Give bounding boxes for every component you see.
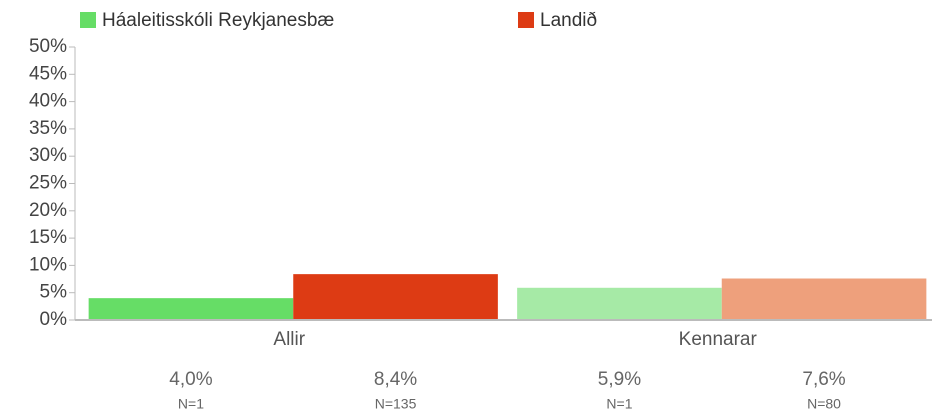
n-label: N=1	[606, 396, 632, 412]
y-tick-label: 0%	[40, 309, 68, 330]
y-tick-label: 10%	[29, 254, 67, 275]
y-tick-label: 50%	[29, 36, 67, 57]
bar	[293, 274, 498, 320]
legend-label: Landið	[540, 10, 597, 31]
bar	[517, 287, 722, 320]
y-tick-label: 40%	[29, 91, 67, 112]
legend-swatch	[518, 12, 534, 28]
value-label: 7,6%	[802, 369, 845, 390]
y-tick-label: 15%	[29, 227, 67, 248]
n-label: N=1	[178, 396, 204, 412]
y-tick-label: 30%	[29, 145, 67, 166]
y-tick-label: 5%	[40, 282, 68, 303]
value-label: 8,4%	[374, 369, 417, 390]
legend-label: Háaleitisskóli Reykjanesbæ	[102, 10, 334, 31]
x-tick-label: Kennarar	[679, 329, 758, 350]
x-tick-label: Allir	[273, 329, 305, 350]
y-tick-label: 45%	[29, 63, 67, 84]
y-tick-label: 35%	[29, 118, 67, 139]
y-tick-label: 20%	[29, 200, 67, 221]
bar	[88, 298, 294, 320]
value-label: 5,9%	[598, 369, 641, 390]
n-label: N=135	[375, 396, 417, 412]
bar	[721, 278, 927, 320]
value-label: 4,0%	[169, 369, 212, 390]
y-tick-label: 25%	[29, 173, 67, 194]
n-label: N=80	[807, 396, 841, 412]
legend-swatch	[80, 12, 96, 28]
